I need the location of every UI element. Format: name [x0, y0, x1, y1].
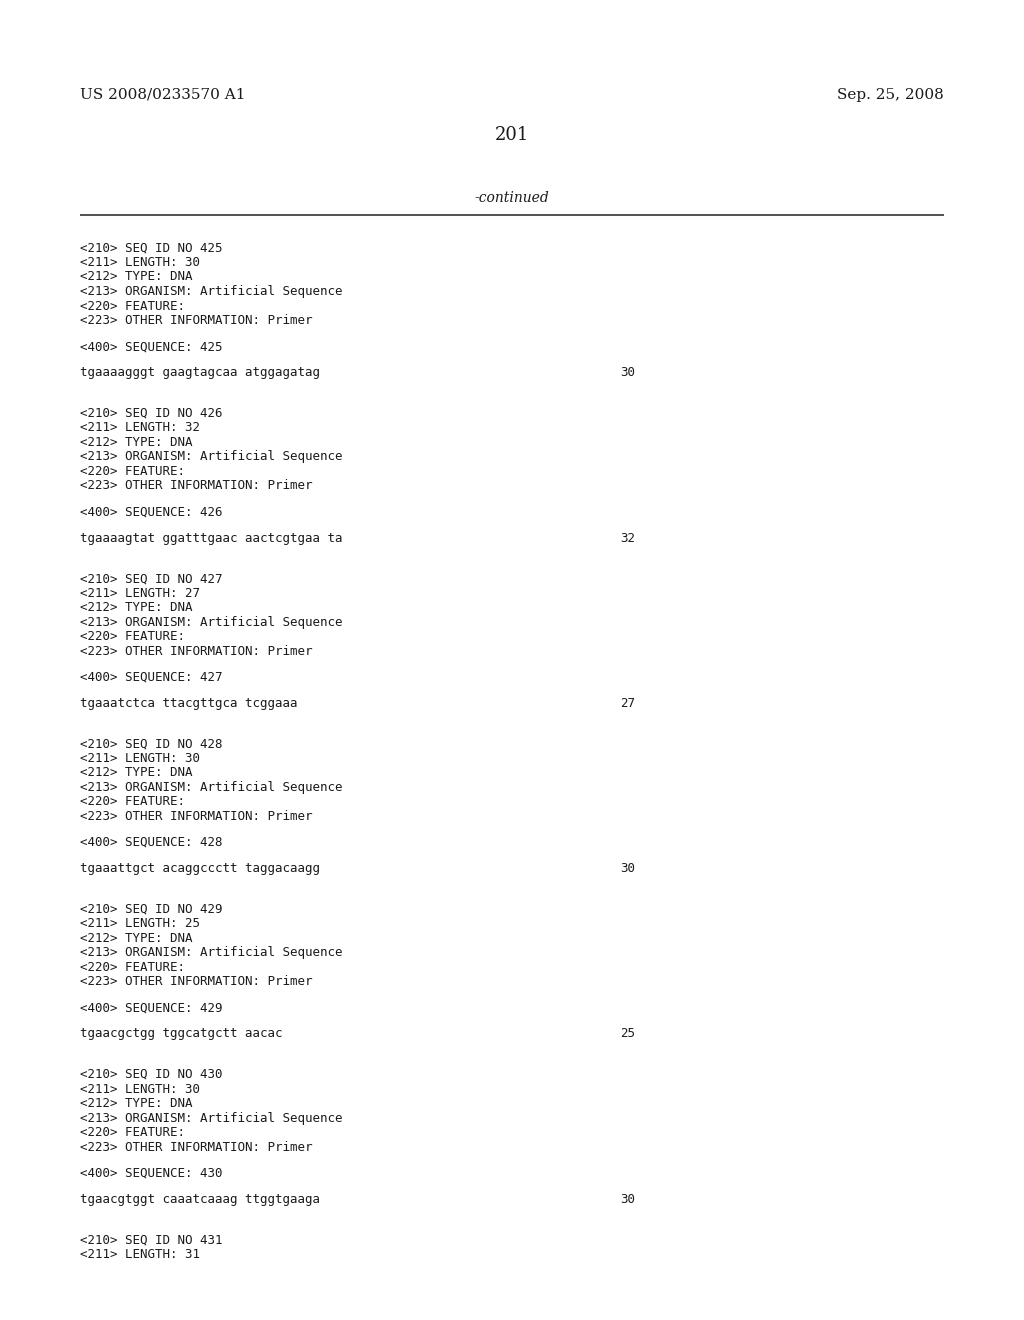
Text: <400> SEQUENCE: 426: <400> SEQUENCE: 426	[80, 506, 222, 519]
Text: <213> ORGANISM: Artificial Sequence: <213> ORGANISM: Artificial Sequence	[80, 781, 342, 793]
Text: <213> ORGANISM: Artificial Sequence: <213> ORGANISM: Artificial Sequence	[80, 1111, 342, 1125]
Text: <212> TYPE: DNA: <212> TYPE: DNA	[80, 601, 193, 614]
Text: 30: 30	[620, 862, 635, 875]
Text: <223> OTHER INFORMATION: Primer: <223> OTHER INFORMATION: Primer	[80, 644, 312, 657]
Text: US 2008/0233570 A1: US 2008/0233570 A1	[80, 88, 246, 102]
Text: tgaacgctgg tggcatgctt aacac: tgaacgctgg tggcatgctt aacac	[80, 1027, 283, 1040]
Text: <211> LENGTH: 27: <211> LENGTH: 27	[80, 586, 200, 599]
Text: <220> FEATURE:: <220> FEATURE:	[80, 300, 185, 313]
Text: 201: 201	[495, 125, 529, 144]
Text: 27: 27	[620, 697, 635, 710]
Text: <400> SEQUENCE: 429: <400> SEQUENCE: 429	[80, 1002, 222, 1014]
Text: tgaaaagtat ggatttgaac aactcgtgaa ta: tgaaaagtat ggatttgaac aactcgtgaa ta	[80, 532, 342, 545]
Text: <220> FEATURE:: <220> FEATURE:	[80, 796, 185, 808]
Text: <400> SEQUENCE: 428: <400> SEQUENCE: 428	[80, 836, 222, 849]
Text: <210> SEQ ID NO 425: <210> SEQ ID NO 425	[80, 242, 222, 255]
Text: 32: 32	[620, 532, 635, 545]
Text: <212> TYPE: DNA: <212> TYPE: DNA	[80, 932, 193, 945]
Text: <220> FEATURE:: <220> FEATURE:	[80, 961, 185, 974]
Text: Sep. 25, 2008: Sep. 25, 2008	[838, 88, 944, 102]
Text: <213> ORGANISM: Artificial Sequence: <213> ORGANISM: Artificial Sequence	[80, 615, 342, 628]
Text: <211> LENGTH: 32: <211> LENGTH: 32	[80, 421, 200, 434]
Text: <223> OTHER INFORMATION: Primer: <223> OTHER INFORMATION: Primer	[80, 975, 312, 989]
Text: <400> SEQUENCE: 427: <400> SEQUENCE: 427	[80, 671, 222, 684]
Text: <210> SEQ ID NO 427: <210> SEQ ID NO 427	[80, 572, 222, 585]
Text: <211> LENGTH: 30: <211> LENGTH: 30	[80, 752, 200, 764]
Text: <211> LENGTH: 31: <211> LENGTH: 31	[80, 1247, 200, 1261]
Text: <211> LENGTH: 25: <211> LENGTH: 25	[80, 917, 200, 931]
Text: <220> FEATURE:: <220> FEATURE:	[80, 1126, 185, 1139]
Text: <213> ORGANISM: Artificial Sequence: <213> ORGANISM: Artificial Sequence	[80, 285, 342, 298]
Text: <210> SEQ ID NO 429: <210> SEQ ID NO 429	[80, 903, 222, 916]
Text: <400> SEQUENCE: 425: <400> SEQUENCE: 425	[80, 341, 222, 354]
Text: <210> SEQ ID NO 428: <210> SEQ ID NO 428	[80, 738, 222, 750]
Text: <212> TYPE: DNA: <212> TYPE: DNA	[80, 271, 193, 284]
Text: tgaaatctca ttacgttgca tcggaaa: tgaaatctca ttacgttgca tcggaaa	[80, 697, 298, 710]
Text: <211> LENGTH: 30: <211> LENGTH: 30	[80, 1082, 200, 1096]
Text: <223> OTHER INFORMATION: Primer: <223> OTHER INFORMATION: Primer	[80, 1140, 312, 1154]
Text: <211> LENGTH: 30: <211> LENGTH: 30	[80, 256, 200, 269]
Text: <213> ORGANISM: Artificial Sequence: <213> ORGANISM: Artificial Sequence	[80, 946, 342, 960]
Text: <223> OTHER INFORMATION: Primer: <223> OTHER INFORMATION: Primer	[80, 314, 312, 327]
Text: <223> OTHER INFORMATION: Primer: <223> OTHER INFORMATION: Primer	[80, 810, 312, 822]
Text: -continued: -continued	[475, 191, 549, 205]
Text: <210> SEQ ID NO 430: <210> SEQ ID NO 430	[80, 1068, 222, 1081]
Text: <220> FEATURE:: <220> FEATURE:	[80, 465, 185, 478]
Text: <223> OTHER INFORMATION: Primer: <223> OTHER INFORMATION: Primer	[80, 479, 312, 492]
Text: <212> TYPE: DNA: <212> TYPE: DNA	[80, 1097, 193, 1110]
Text: <210> SEQ ID NO 426: <210> SEQ ID NO 426	[80, 407, 222, 420]
Text: 30: 30	[620, 366, 635, 379]
Text: tgaacgtggt caaatcaaag ttggtgaaga: tgaacgtggt caaatcaaag ttggtgaaga	[80, 1193, 319, 1205]
Text: <400> SEQUENCE: 430: <400> SEQUENCE: 430	[80, 1167, 222, 1180]
Text: tgaaaagggt gaagtagcaa atggagatag: tgaaaagggt gaagtagcaa atggagatag	[80, 366, 319, 379]
Text: <210> SEQ ID NO 431: <210> SEQ ID NO 431	[80, 1233, 222, 1246]
Text: <213> ORGANISM: Artificial Sequence: <213> ORGANISM: Artificial Sequence	[80, 450, 342, 463]
Text: <220> FEATURE:: <220> FEATURE:	[80, 630, 185, 643]
Text: 30: 30	[620, 1193, 635, 1205]
Text: <212> TYPE: DNA: <212> TYPE: DNA	[80, 767, 193, 779]
Text: 25: 25	[620, 1027, 635, 1040]
Text: <212> TYPE: DNA: <212> TYPE: DNA	[80, 436, 193, 449]
Text: tgaaattgct acaggccctt taggacaagg: tgaaattgct acaggccctt taggacaagg	[80, 862, 319, 875]
